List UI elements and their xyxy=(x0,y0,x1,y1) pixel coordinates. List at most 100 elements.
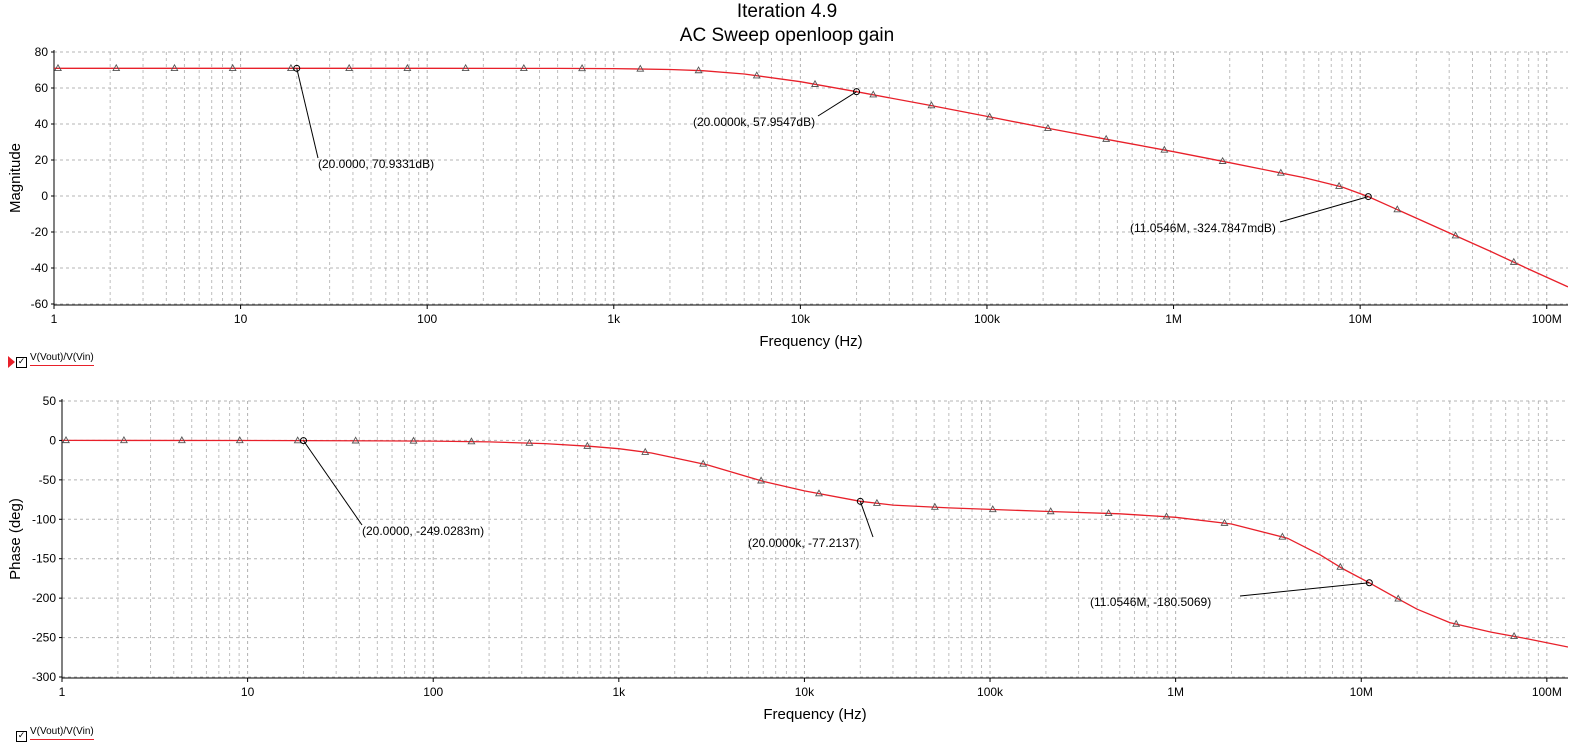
data-point-marker xyxy=(1043,123,1052,131)
data-point-marker xyxy=(286,63,295,71)
y-tick-label: 50 xyxy=(43,394,57,408)
x-tick-label: 10M xyxy=(1348,312,1371,326)
x-axis-label: Frequency (Hz) xyxy=(759,333,862,350)
x-tick-label: 100M xyxy=(1532,685,1562,699)
data-point-marker xyxy=(1220,518,1229,526)
data-point-marker xyxy=(228,63,237,71)
x-tick-label: 100 xyxy=(417,312,437,326)
data-point-marker xyxy=(62,436,70,444)
y-tick-label: 20 xyxy=(35,153,49,167)
x-tick-label: 1 xyxy=(59,685,66,699)
data-point-marker xyxy=(583,441,592,449)
data-point-marker xyxy=(1510,631,1519,640)
data-point-marker xyxy=(1336,562,1345,570)
data-point-marker xyxy=(1509,257,1518,265)
data-point-marker xyxy=(641,447,650,455)
data-point-marker xyxy=(930,502,939,510)
y-tick-label: -20 xyxy=(31,225,49,239)
annotation-leader xyxy=(296,68,319,159)
data-point-marker xyxy=(1160,145,1169,153)
cursor-point xyxy=(853,88,861,96)
data-point-marker xyxy=(578,64,587,72)
data-point-marker xyxy=(235,436,244,444)
data-point-marker xyxy=(1278,532,1287,540)
legend-checkbox[interactable]: ✓ xyxy=(16,357,27,368)
data-point-marker xyxy=(694,66,703,74)
data-point-marker xyxy=(1451,231,1460,239)
y-tick-label: 0 xyxy=(41,189,48,203)
annotation-label: (20.0000k, 57.9547dB) xyxy=(693,115,815,129)
y-tick-label: -40 xyxy=(31,261,49,275)
x-tick-label: 100k xyxy=(977,685,1004,699)
x-tick-label: 1M xyxy=(1165,312,1182,326)
data-point-marker xyxy=(811,79,819,87)
cursor-point xyxy=(293,64,301,72)
y-axis-label: Phase (deg) xyxy=(7,498,24,580)
y-tick-label: -250 xyxy=(32,631,56,645)
data-point-marker xyxy=(403,63,412,71)
legend-label: V(Vout)/V(Vin) xyxy=(30,352,94,366)
annotation-leader xyxy=(817,91,857,117)
x-tick-label: 10 xyxy=(234,312,248,326)
data-point-marker xyxy=(525,438,534,446)
y-tick-label: 40 xyxy=(35,117,49,131)
data-point-marker xyxy=(757,476,766,484)
cursor-point xyxy=(1365,579,1373,587)
cursor-point xyxy=(1364,193,1372,201)
legend-magnitude[interactable]: ✓ V(Vout)/V(Vin) xyxy=(8,352,94,368)
data-point-marker xyxy=(112,63,121,71)
data-point-marker xyxy=(1394,594,1403,602)
data-point-marker xyxy=(1335,181,1344,189)
annotation-label: (20.0000, 70.9331dB) xyxy=(318,157,434,171)
data-point-marker xyxy=(293,436,302,444)
data-point-marker xyxy=(1218,156,1227,164)
annotation-label: (20.0000, -249.0283m) xyxy=(362,524,484,538)
annotation-leader xyxy=(303,440,363,526)
x-tick-label: 100 xyxy=(423,685,443,699)
x-tick-label: 10 xyxy=(241,685,255,699)
y-tick-label: 60 xyxy=(35,81,49,95)
y-tick-label: -300 xyxy=(32,670,56,684)
y-tick-label: -200 xyxy=(32,591,56,605)
annotation-label: (11.0546M, -324.7847mdB) xyxy=(1130,221,1276,235)
chart-title: Iteration 4.9 xyxy=(736,1,838,22)
data-point-marker xyxy=(752,71,761,79)
data-point-marker xyxy=(177,436,186,444)
data-point-marker xyxy=(54,63,62,71)
y-tick-label: -100 xyxy=(32,512,56,526)
data-point-marker xyxy=(815,489,823,497)
data-point-marker xyxy=(988,505,997,513)
data-point-marker xyxy=(1162,512,1171,520)
y-tick-label: -150 xyxy=(32,552,56,566)
y-tick-label: -60 xyxy=(31,297,49,311)
legend-phase[interactable]: ✓ V(Vout)/V(Vin) xyxy=(8,726,94,742)
y-tick-label: 80 xyxy=(35,45,49,59)
x-tick-label: 10k xyxy=(791,312,811,326)
data-point-marker xyxy=(1393,205,1402,213)
annotation-label: (20.0000k, -77.2137) xyxy=(748,536,859,550)
series-line xyxy=(62,439,1568,648)
active-plot-marker-icon xyxy=(8,356,15,368)
legend-label: V(Vout)/V(Vin) xyxy=(30,726,94,740)
annotation-leader xyxy=(1279,196,1369,223)
data-point-marker xyxy=(519,63,528,72)
legend-checkbox[interactable]: ✓ xyxy=(16,731,27,742)
x-tick-label: 10M xyxy=(1350,685,1373,699)
x-tick-label: 1k xyxy=(607,312,621,326)
data-point-marker xyxy=(170,63,179,71)
data-point-marker xyxy=(119,436,128,444)
x-tick-label: 1k xyxy=(612,685,626,699)
data-point-marker xyxy=(985,112,994,120)
data-point-marker xyxy=(927,101,936,109)
x-tick-label: 1M xyxy=(1167,685,1184,699)
x-tick-label: 100M xyxy=(1532,312,1562,326)
data-point-marker xyxy=(872,498,881,506)
magnitude-plot: 80 60 40 20 0 -20 -40 -601 10 100 1k 10k 100k 1M 10M 10… xyxy=(7,45,1568,350)
data-point-marker xyxy=(345,63,354,71)
data-point-marker xyxy=(409,436,418,444)
series-line xyxy=(54,67,1568,288)
y-tick-label: -50 xyxy=(39,473,57,487)
